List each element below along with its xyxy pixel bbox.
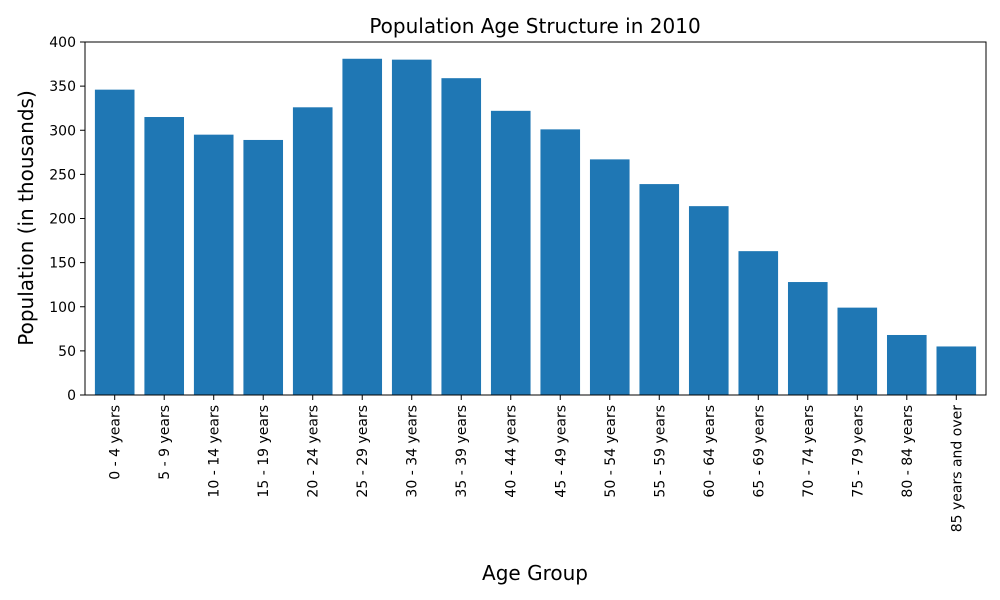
y-axis-title: Population (in thousands) bbox=[14, 90, 38, 346]
y-tick-label: 400 bbox=[49, 35, 76, 51]
y-tick-label: 300 bbox=[49, 123, 76, 139]
y-tick-label: 100 bbox=[49, 300, 76, 316]
x-tick-label: 35 - 39 years bbox=[454, 405, 470, 498]
x-axis: 0 - 4 years 5 - 9 years 10 - 14 years 15 - … bbox=[108, 395, 965, 532]
bar-1 bbox=[144, 117, 185, 395]
x-tick-label: 75 - 79 years bbox=[850, 405, 866, 498]
y-tick-label: 200 bbox=[49, 212, 76, 228]
y-tick-label: 350 bbox=[49, 79, 76, 95]
bar-8 bbox=[490, 110, 531, 396]
bars-group bbox=[94, 58, 977, 396]
bar-16 bbox=[886, 334, 927, 395]
x-tick-label: 45 - 49 years bbox=[553, 405, 569, 498]
x-tick-label: 85 years and over bbox=[949, 405, 965, 532]
chart-title: Population Age Structure in 2010 bbox=[369, 14, 700, 38]
y-axis: 0 50 100 150 200 250 300 350 400 bbox=[49, 35, 85, 404]
x-tick-label: 80 - 84 years bbox=[900, 405, 916, 498]
x-axis-title: Age Group bbox=[482, 561, 588, 585]
bar-13 bbox=[738, 251, 779, 395]
bar-2 bbox=[193, 134, 234, 395]
bar-14 bbox=[787, 282, 828, 395]
x-tick-label: 70 - 74 years bbox=[801, 405, 817, 498]
x-tick-label: 0 - 4 years bbox=[108, 405, 124, 480]
bar-9 bbox=[540, 129, 581, 395]
bar-5 bbox=[342, 58, 383, 396]
bar-12 bbox=[688, 206, 729, 395]
x-tick-label: 5 - 9 years bbox=[157, 405, 173, 480]
x-tick-label: 20 - 24 years bbox=[306, 405, 322, 498]
x-tick-label: 30 - 34 years bbox=[405, 405, 421, 498]
y-tick-label: 150 bbox=[49, 256, 76, 272]
x-tick-label: 25 - 29 years bbox=[355, 405, 371, 498]
x-tick-label: 50 - 54 years bbox=[603, 405, 619, 498]
bar-3 bbox=[243, 139, 284, 395]
y-tick-label: 50 bbox=[58, 344, 76, 360]
x-tick-label: 40 - 44 years bbox=[504, 405, 520, 498]
bar-17 bbox=[936, 346, 977, 395]
bar-4 bbox=[292, 107, 333, 396]
x-tick-label: 55 - 59 years bbox=[652, 405, 668, 498]
bar-7 bbox=[441, 78, 482, 396]
bar-11 bbox=[639, 184, 680, 395]
x-tick-label: 10 - 14 years bbox=[207, 405, 223, 498]
x-tick-label: 60 - 64 years bbox=[702, 405, 718, 498]
bar-0 bbox=[94, 89, 135, 395]
y-tick-label: 250 bbox=[49, 167, 76, 183]
y-tick-label: 0 bbox=[67, 388, 76, 404]
bar-6 bbox=[391, 59, 432, 396]
x-tick-label: 15 - 19 years bbox=[256, 405, 272, 498]
bar-10 bbox=[589, 159, 630, 395]
bar-15 bbox=[837, 307, 878, 395]
x-tick-label: 65 - 69 years bbox=[751, 405, 767, 498]
